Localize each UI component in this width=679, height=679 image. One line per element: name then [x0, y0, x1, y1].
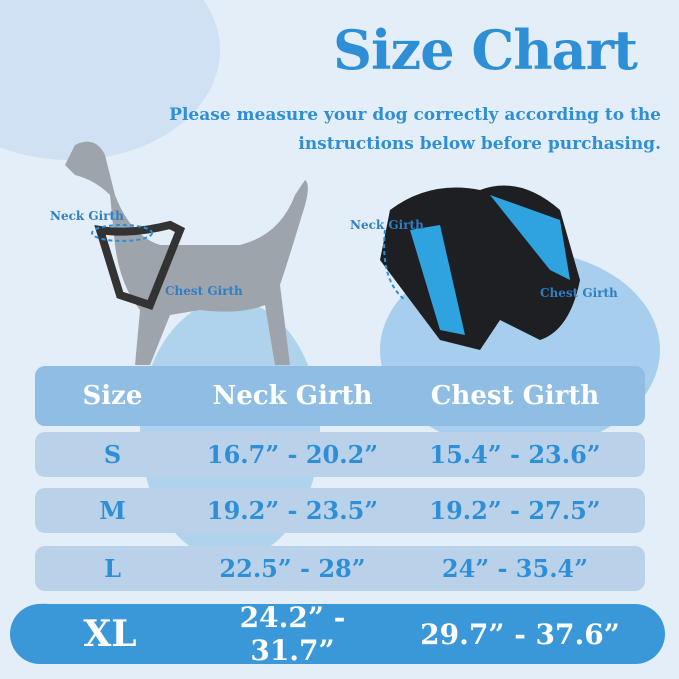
neck-cell: 24.2” - 31.7” [239, 601, 346, 667]
page-title: Size Chart [333, 18, 638, 82]
header-neck-girth: Neck Girth [212, 381, 373, 411]
header-size: Size [82, 381, 143, 411]
chest-cell: 29.7” - 37.6” [420, 617, 620, 651]
dog-neck-girth-label: Neck Girth [50, 209, 124, 223]
harness-chest-girth-label: Chest Girth [540, 286, 618, 300]
neck-cell: 16.7” - 20.2” [206, 440, 379, 469]
harness-neck-girth-label: Neck Girth [350, 218, 424, 232]
table-row: M 19.2” - 23.5” 19.2” - 27.5” [35, 488, 645, 533]
harness-image-icon [380, 185, 580, 350]
dog-head-icon [18, 603, 65, 631]
header-chest-girth: Chest Girth [430, 381, 600, 411]
size-cell: L [104, 554, 121, 583]
dog-chest-girth-label: Chest Girth [165, 284, 243, 298]
subtitle-line-2: instructions below before purchasing. [298, 134, 661, 154]
neck-cell: 19.2” - 23.5” [206, 496, 379, 525]
table-row: S 16.7” - 20.2” 15.4” - 23.6” [35, 432, 645, 477]
neck-cell: 22.5” - 28” [219, 554, 366, 583]
chest-cell: 19.2” - 27.5” [429, 496, 601, 525]
table-row-highlighted: XL 24.2” - 31.7” 29.7” - 37.6” [10, 601, 665, 667]
subtitle-line-1: Please measure your dog correctly accord… [169, 105, 661, 125]
chest-cell: 24” - 35.4” [441, 554, 589, 583]
size-cell: M [99, 496, 126, 525]
table-row: L 22.5” - 28” 24” - 35.4” [35, 546, 645, 591]
table-header: Size Neck Girth Chest Girth [35, 366, 645, 426]
dog-silhouette-icon [65, 141, 308, 365]
size-cell: S [103, 440, 122, 469]
size-cell: XL [83, 613, 137, 655]
chest-cell: 15.4” - 23.6” [429, 440, 601, 469]
